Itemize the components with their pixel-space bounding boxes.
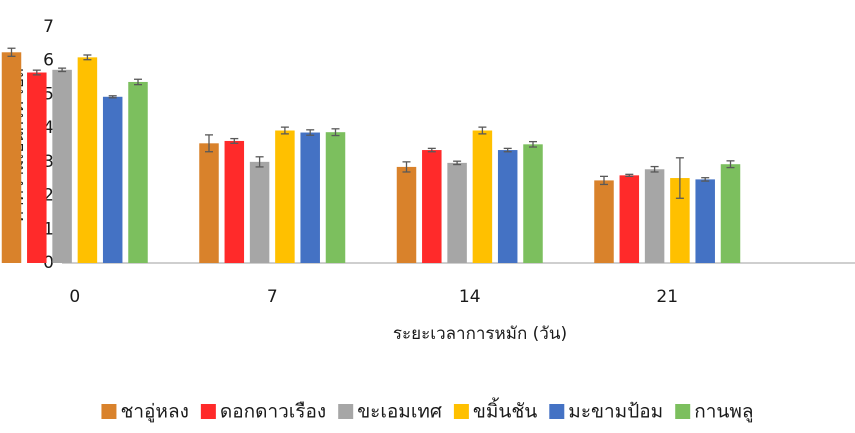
bar — [620, 175, 640, 263]
legend-label: ชาอู่หลง — [120, 401, 188, 423]
bar — [473, 131, 493, 263]
bar — [52, 70, 72, 263]
bar — [721, 164, 741, 263]
legend-label: ขมิ้นชัน — [473, 398, 537, 423]
legend-label: มะขามป้อม — [568, 401, 663, 423]
bar — [300, 133, 320, 263]
error-bar — [58, 68, 66, 71]
bar — [397, 167, 417, 263]
legend-swatch — [101, 404, 116, 419]
legend-swatch — [549, 404, 564, 419]
x-tick-label: 21 — [656, 287, 678, 307]
bar — [27, 73, 47, 263]
y-tick-label: 6 — [43, 51, 54, 71]
y-tick-label: 7 — [43, 17, 54, 37]
bar — [275, 131, 295, 263]
bar — [103, 97, 123, 263]
bar — [422, 150, 442, 263]
bar — [326, 132, 346, 263]
legend-swatch — [675, 404, 690, 419]
legend-label: ดอกดาวเรือง — [220, 401, 326, 423]
bar — [78, 57, 98, 263]
bar — [498, 150, 518, 263]
legend: ชาอู่หลง ดอกดาวเรือง ขะเอมเทศ ขมิ้นชัน มะขาม… — [101, 398, 753, 423]
bar — [447, 163, 467, 263]
legend-swatch — [201, 404, 216, 419]
bar — [2, 52, 22, 263]
bar — [645, 169, 665, 263]
x-tick-label: 7 — [267, 287, 278, 307]
legend-label: ขะเอมเทศ — [357, 401, 442, 423]
bar — [594, 180, 614, 263]
legend-swatch — [338, 404, 353, 419]
bar — [523, 144, 543, 263]
bar — [199, 143, 219, 263]
x-tick-label: 14 — [459, 287, 481, 307]
bar — [695, 179, 715, 263]
bar — [128, 82, 148, 263]
bar — [225, 141, 245, 263]
chart: ระยะเวลาการหมัก (วัน) ค่าความเป็นกรด-เบส… — [0, 0, 855, 433]
bar — [250, 162, 270, 263]
x-tick-label: 0 — [69, 287, 80, 307]
x-axis-title: ระยะเวลาการหมัก (วัน) — [393, 324, 567, 344]
legend-swatch — [454, 404, 469, 419]
legend-label: กานพลู — [694, 401, 753, 423]
